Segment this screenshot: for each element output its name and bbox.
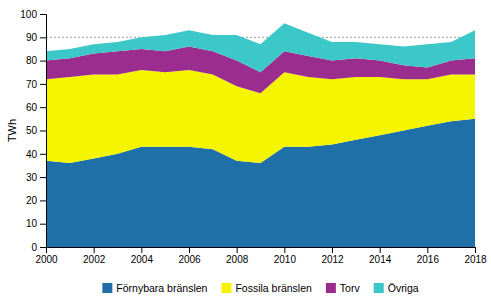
tick-label: 2012 — [321, 254, 344, 265]
tick-label: 40 — [26, 149, 38, 160]
tick-mark — [40, 107, 46, 108]
tick: 50 — [26, 125, 46, 136]
tick: 20 — [26, 195, 46, 206]
tick-label: 2008 — [226, 254, 249, 265]
tick-mark — [475, 247, 476, 253]
tick-mark — [189, 247, 190, 253]
tick-label: 70 — [26, 79, 38, 90]
tick-mark — [40, 61, 46, 62]
legend-swatch — [102, 283, 112, 293]
reference-lines — [46, 37, 475, 38]
tick-mark — [94, 247, 95, 253]
tick-label: 2016 — [417, 254, 440, 265]
tick: 80 — [26, 55, 46, 66]
tick-mark — [40, 247, 46, 248]
tick-mark — [40, 154, 46, 155]
tick-label: 80 — [26, 55, 38, 66]
legend-label: Förnybara bränslen — [116, 282, 207, 294]
legend-label: Övriga — [388, 282, 419, 294]
axis-line — [47, 248, 476, 254]
tick: 2008 — [226, 247, 249, 265]
tick: 2014 — [369, 247, 392, 265]
tick-label: 100 — [20, 9, 37, 20]
tick-label: 50 — [26, 125, 38, 136]
tick: 40 — [26, 149, 46, 160]
tick-mark — [237, 247, 238, 253]
legend-swatch — [374, 283, 384, 293]
tick-label: 2010 — [274, 254, 297, 265]
tick: 2012 — [321, 247, 344, 265]
tick: 2004 — [131, 247, 154, 265]
tick-label: 20 — [26, 195, 38, 206]
tick-label: 2004 — [131, 254, 154, 265]
tick-label: 2014 — [369, 254, 392, 265]
plot: 2000200220042006200820102012201420162018… — [20, 9, 487, 265]
tick-label: 2006 — [178, 254, 201, 265]
tick-label: 10 — [26, 218, 38, 229]
tick: 2002 — [83, 247, 106, 265]
reference-line — [46, 37, 475, 38]
tick-mark — [40, 224, 46, 225]
tick-label: 2002 — [83, 254, 106, 265]
tick: 2010 — [274, 247, 297, 265]
y-axis-label: TWh — [6, 119, 18, 142]
tick-mark — [40, 131, 46, 132]
tick: 2016 — [417, 247, 440, 265]
axis-line — [40, 15, 47, 248]
x-axis: 2000 2002 2004 2006 2008 2010 2012 2014 2016 2018 — [35, 247, 487, 265]
tick-label: 60 — [26, 102, 38, 113]
tick-label: 30 — [26, 172, 38, 183]
tick: 70 — [26, 79, 46, 90]
tick: 0 — [31, 242, 46, 253]
tick: 10 — [26, 218, 46, 229]
legend-label: Torv — [340, 282, 361, 294]
legend-item: Torv — [326, 282, 361, 294]
legend-item: Övriga — [374, 282, 419, 294]
legend-item: Förnybara bränslen — [102, 282, 207, 294]
tick-mark — [40, 37, 46, 38]
tick-label: 2018 — [464, 254, 487, 265]
tick: 2000 — [35, 247, 58, 265]
tick-mark — [40, 14, 46, 15]
tick: 30 — [26, 172, 46, 183]
tick-label: 2000 — [35, 254, 58, 265]
tick-label: 90 — [26, 32, 38, 43]
tick-mark — [40, 200, 46, 201]
chart: 2000200220042006200820102012201420162018… — [0, 0, 491, 303]
tick: 90 — [26, 32, 46, 43]
legend-swatch — [221, 283, 231, 293]
tick-mark — [284, 247, 285, 253]
legend-label: Fossila bränslen — [235, 282, 312, 294]
tick: 100 — [20, 9, 46, 20]
tick-mark — [380, 247, 381, 253]
tick: 2018 — [464, 247, 487, 265]
tick: 60 — [26, 102, 46, 113]
y-axis: 0 10 20 30 40 50 60 70 80 90 100 — [20, 9, 46, 253]
tick-mark — [40, 177, 46, 178]
legend: Förnybara bränslen Fossila bränslen Torv Öv… — [102, 282, 418, 294]
tick: 2006 — [178, 247, 201, 265]
legend-swatch — [326, 283, 336, 293]
areas — [46, 23, 475, 247]
legend-item: Fossila bränslen — [221, 282, 312, 294]
area — [46, 23, 475, 72]
tick-mark — [427, 247, 428, 253]
tick-mark — [141, 247, 142, 253]
tick-label: 0 — [31, 242, 37, 253]
tick-mark — [332, 247, 333, 253]
tick-mark — [40, 84, 46, 85]
